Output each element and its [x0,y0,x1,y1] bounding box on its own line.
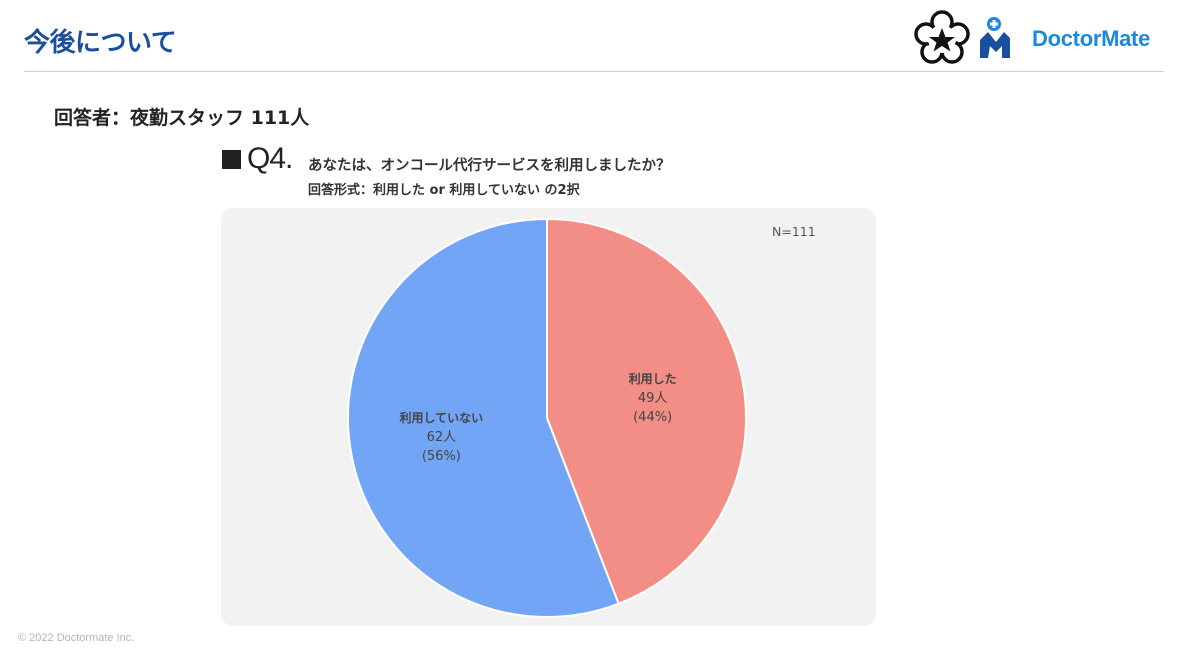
pie-label-percent-0: (44%) [633,410,672,425]
question-square-marker [222,150,241,169]
pie-label-label-1: 利用していない [400,410,484,425]
pie-label-percent-1: (56%) [422,449,461,464]
star-icon [929,28,955,52]
pie-label-count-1: 62人 [427,430,457,445]
question-format: 回答形式：利用した or 利用していない の2択 [308,183,580,198]
question-number: Q4. [247,142,293,175]
pie-label-count-0: 49人 [638,391,668,406]
doctormate-logo [912,10,1168,66]
sample-size-label: N=111 [772,224,816,239]
pie-label-label-0: 利用した [629,371,677,386]
pie-slice-1 [347,217,620,618]
page-title: 今後について [24,28,177,58]
header-divider [24,71,1164,72]
pie-slice-0 [546,217,747,605]
logo-graphic [914,10,1010,64]
copyright: © 2022 Doctormate Inc. [18,632,135,644]
brand-name: DoctorMate [1032,26,1151,51]
respondents-label: 回答者：夜勤スタッフ 111人 [54,107,310,129]
question-text: あなたは、オンコール代行サービスを利用しましたか？ [308,158,671,174]
medical-person-icon [980,17,1010,58]
